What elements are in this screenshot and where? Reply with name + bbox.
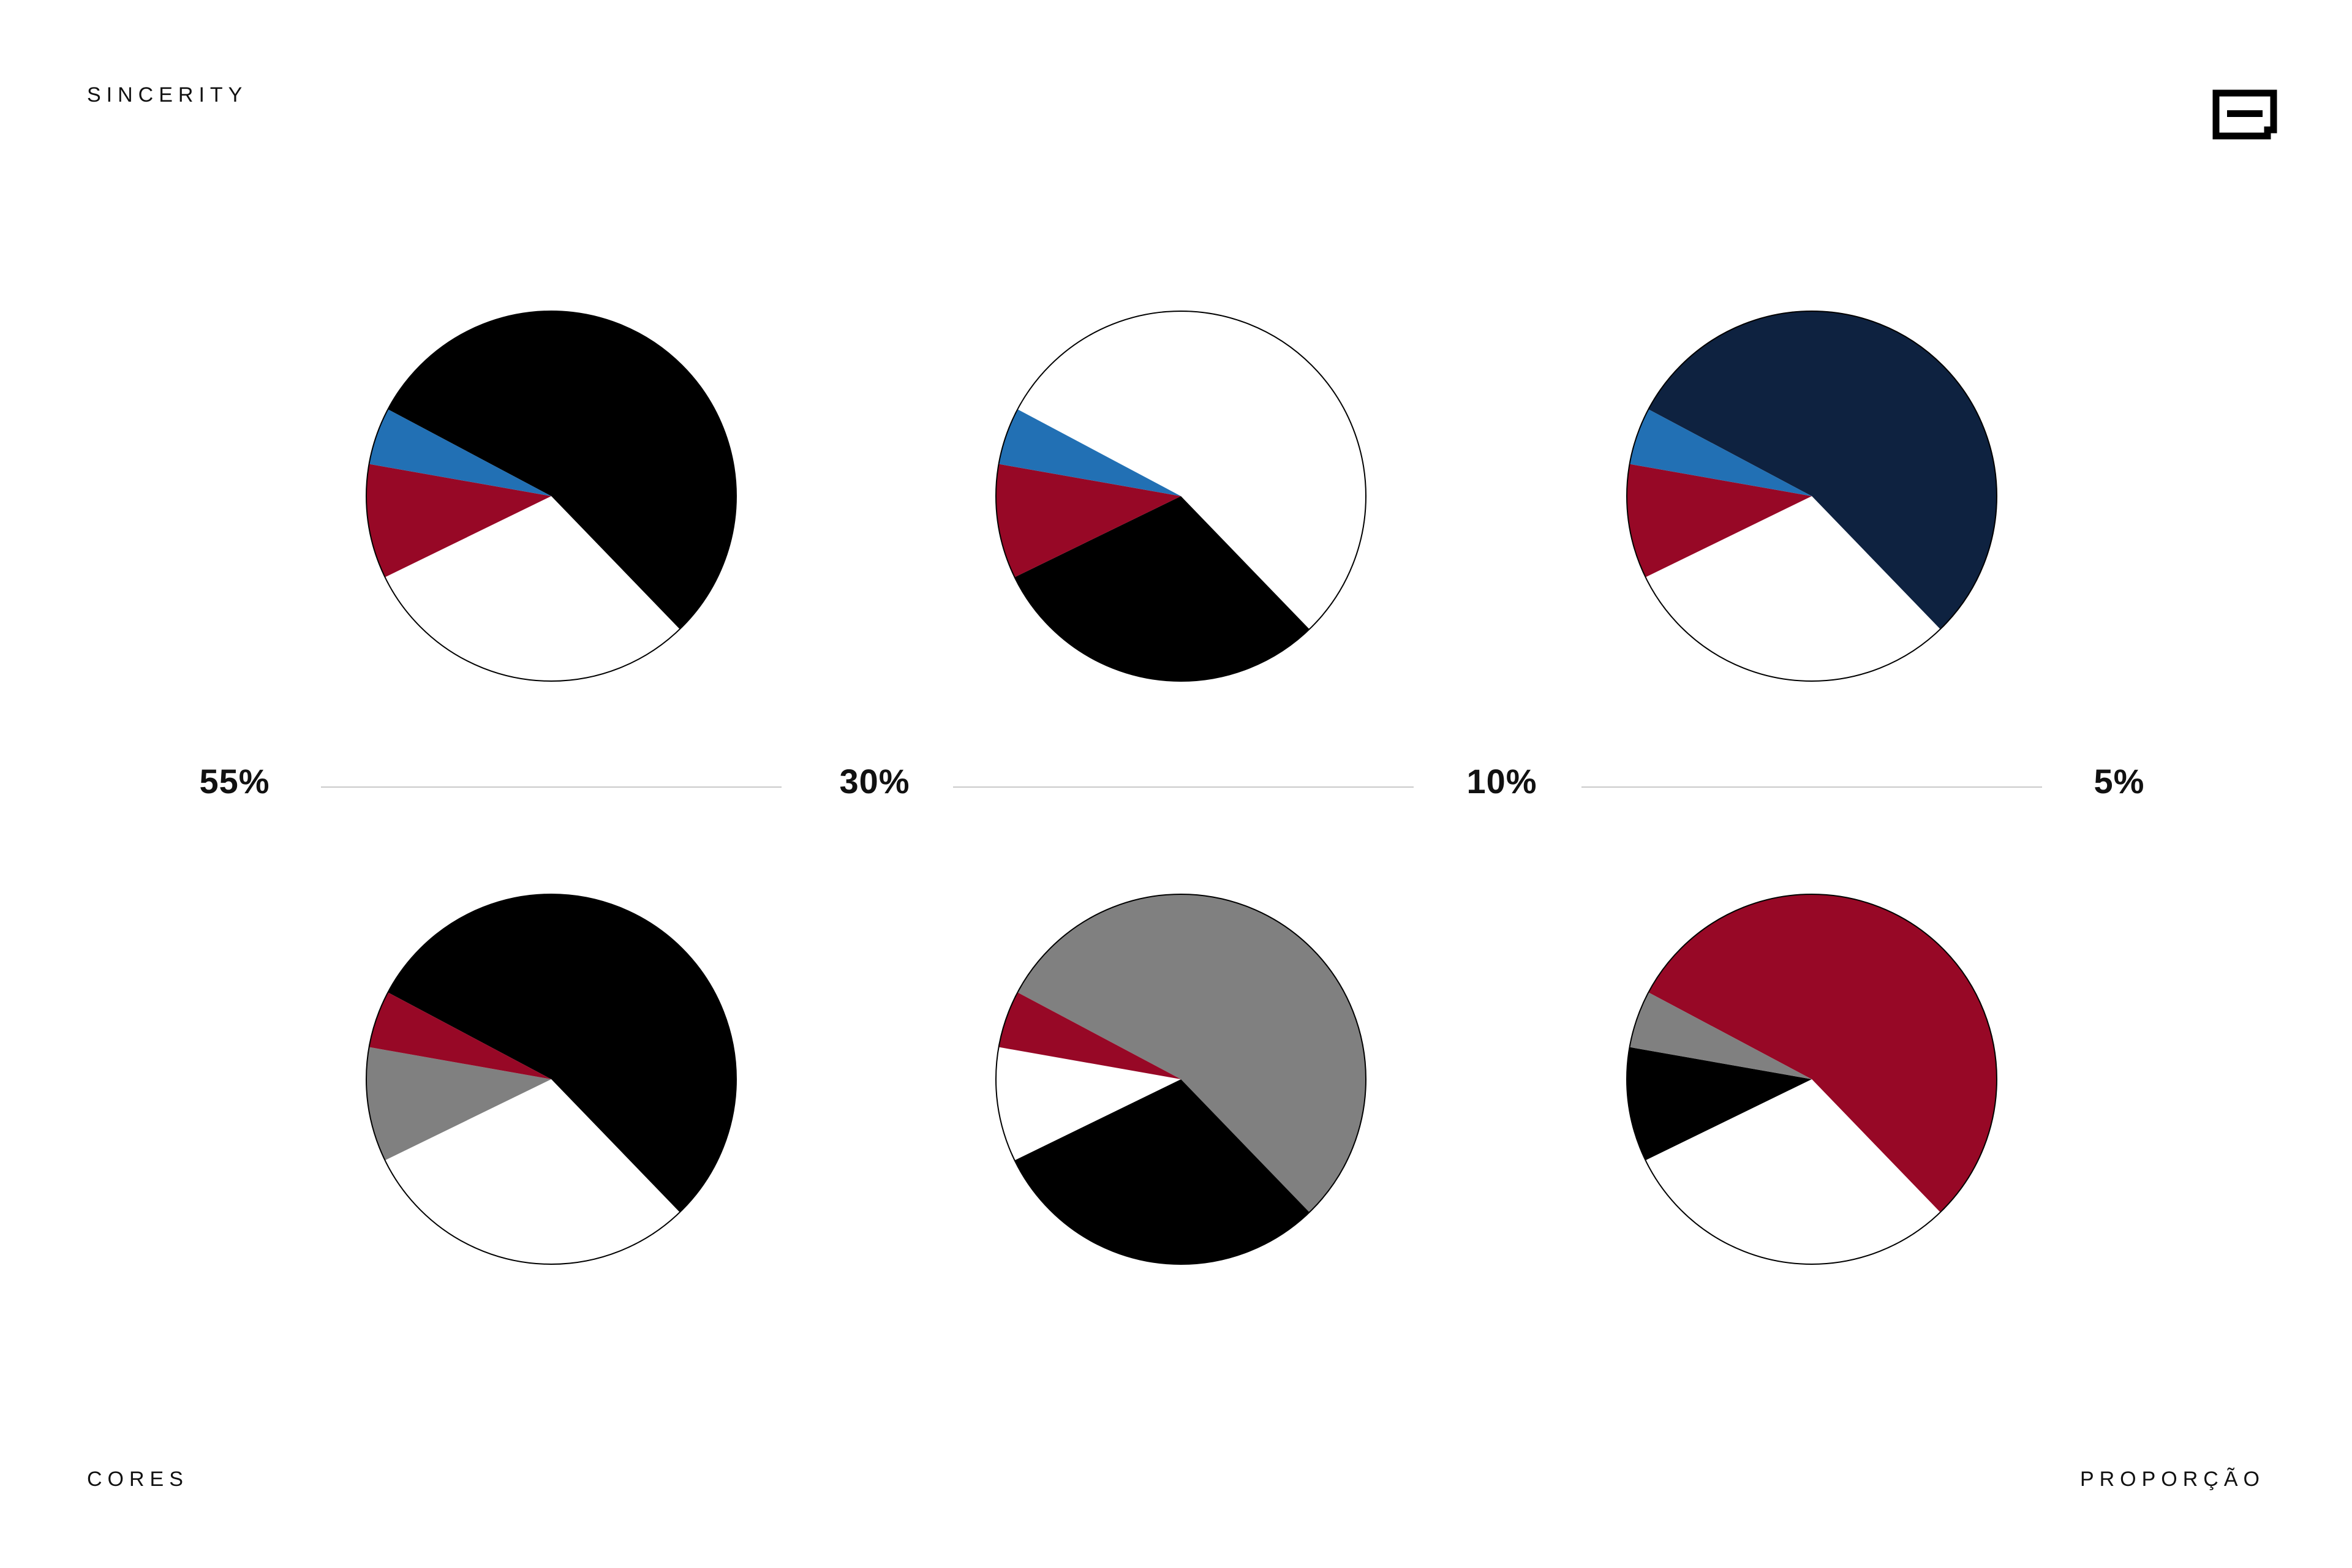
pie-5-outline: [995, 894, 1366, 1265]
pie-4-slice-4: [369, 992, 551, 1079]
pie-6-slice-1: [1648, 894, 1997, 1213]
pie-2-slice-4: [998, 409, 1181, 496]
pie-chart-6: [1626, 894, 1997, 1265]
divider-line-2: [953, 786, 1414, 788]
brand-logo-icon: [2212, 89, 2277, 140]
pie-3-slice-4: [1629, 409, 1812, 496]
pie-3-slice-1: [1648, 311, 1997, 630]
pie-4-outline: [366, 894, 737, 1265]
footer-right-label: PROPORÇÃO: [2079, 1468, 2265, 1491]
pie-1-slice-3: [366, 464, 551, 578]
brand-name: SINCERITY: [87, 83, 248, 107]
pie-2-slice-2: [1014, 496, 1310, 681]
pie-2-slice-1: [1017, 311, 1366, 630]
pie-chart-5: [995, 894, 1366, 1265]
pie-1-slice-1: [388, 311, 736, 630]
pie-chart-1: [366, 311, 737, 682]
footer-left-label: CORES: [87, 1468, 189, 1491]
pie-chart-3: [1626, 311, 1997, 682]
divider-line-1: [321, 786, 782, 788]
pie-3-slice-2: [1645, 496, 1940, 681]
pie-chart-4: [366, 894, 737, 1265]
pie-1-slice-4: [369, 409, 551, 496]
pie-1-slice-2: [385, 496, 680, 681]
proportion-label-55: 55%: [199, 762, 270, 801]
pie-6-outline: [1626, 894, 1997, 1265]
proportion-label-5: 5%: [2094, 762, 2145, 801]
pie-6-slice-2: [1645, 1079, 1940, 1264]
pie-4-slice-3: [366, 1047, 551, 1161]
pie-2-slice-3: [996, 464, 1181, 578]
proportion-label-10: 10%: [1466, 762, 1537, 801]
divider-line-3: [1581, 786, 2042, 788]
pie-4-slice-2: [385, 1079, 680, 1264]
pie-6-slice-4: [1629, 992, 1812, 1079]
proportion-label-30: 30%: [839, 762, 910, 801]
pie-3-outline: [1626, 311, 1997, 682]
pie-5-slice-1: [1017, 894, 1366, 1213]
pie-5-slice-4: [998, 992, 1181, 1079]
pie-2-outline: [995, 311, 1366, 682]
pie-5-slice-3: [996, 1047, 1181, 1161]
pie-3-slice-3: [1627, 464, 1812, 578]
pie-6-slice-3: [1627, 1047, 1812, 1161]
pie-4-slice-1: [388, 894, 736, 1213]
pie-5-slice-2: [1014, 1079, 1310, 1264]
pie-1-outline: [366, 311, 737, 682]
pie-chart-2: [995, 311, 1366, 682]
